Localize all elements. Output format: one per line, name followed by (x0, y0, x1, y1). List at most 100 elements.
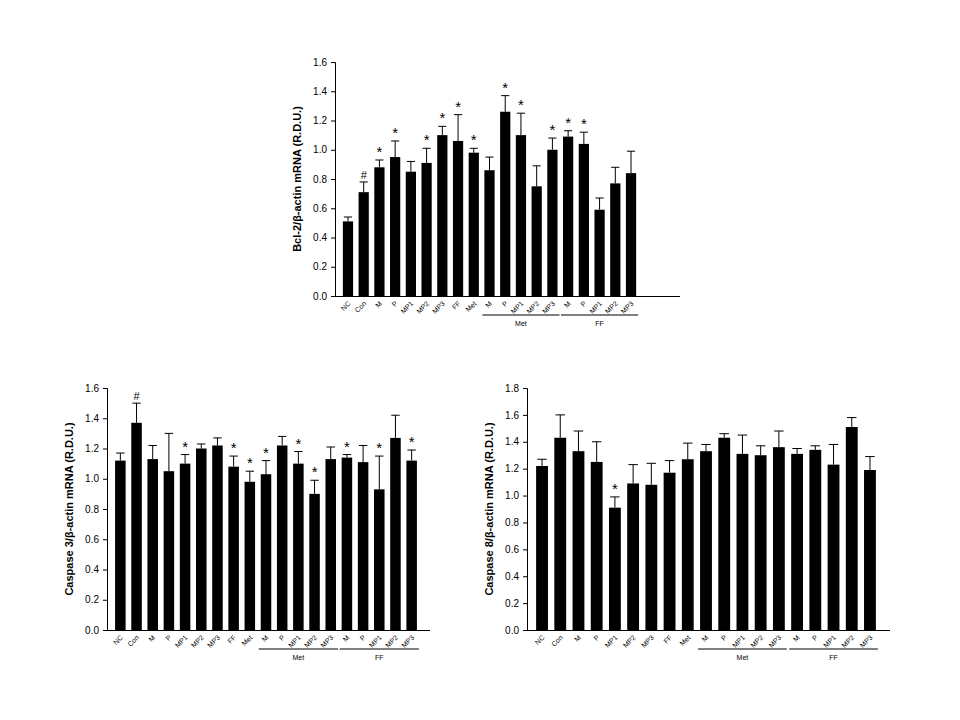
y-tick-label: 0.8 (85, 504, 99, 515)
y-tick-mark (103, 509, 107, 510)
error-bar-stem (583, 132, 584, 144)
y-tick-mark (523, 522, 527, 523)
bar (609, 508, 621, 630)
bar (325, 459, 336, 630)
error-bar-stem (596, 442, 597, 462)
error-bar-stem (760, 446, 761, 455)
error-bar-cap (116, 453, 124, 454)
error-bar (454, 115, 462, 141)
y-tick: 1.6 (85, 383, 107, 394)
error-bar-stem (233, 456, 234, 467)
x-tick: MP3 (859, 630, 874, 649)
x-tick-label: MP2 (604, 300, 619, 315)
x-tick-label: MP2 (840, 634, 855, 649)
bar (645, 485, 657, 630)
error-bar-cap (647, 463, 656, 464)
error-bar (610, 497, 619, 508)
significance-marker: * (565, 114, 571, 131)
x-tick-label: M (147, 634, 156, 643)
error-bar-stem (426, 148, 427, 163)
error-bar-stem (168, 433, 169, 471)
y-tick-label: 1.2 (313, 115, 327, 126)
error-bar (611, 167, 619, 183)
x-tick: FF (226, 630, 237, 645)
x-tick-label: M (573, 634, 582, 643)
y-tick-mark (103, 479, 107, 480)
y-tick: 0.8 (313, 174, 335, 185)
error-bar (423, 148, 431, 163)
x-tick: MP2 (840, 630, 855, 649)
x-tick: MP1 (588, 296, 603, 315)
x-tick-label: NC (112, 634, 124, 646)
x-tick-label: MP2 (384, 634, 399, 649)
x-tick: P (164, 630, 172, 642)
significance-marker: * (312, 463, 318, 480)
x-tick: Con (550, 630, 564, 648)
y-tick-mark (103, 630, 107, 631)
bar (563, 137, 573, 296)
x-tick: MP2 (525, 296, 540, 315)
bar (864, 470, 876, 630)
y-axis-title: Caspase 3/β-actin mRNA (R.D.U.) (63, 422, 75, 596)
y-tick-mark (523, 576, 527, 577)
x-tick: MP3 (767, 630, 782, 649)
error-bar-stem (136, 403, 137, 423)
significance-marker: # (361, 169, 368, 181)
error-bar (829, 444, 838, 464)
x-tick-label: MP3 (541, 300, 556, 315)
bar (437, 135, 447, 296)
x-tick: M (701, 630, 710, 643)
error-bar (116, 453, 124, 461)
x-tick-label: Con (550, 634, 564, 648)
y-tick-mark (523, 442, 527, 443)
x-tick: M (484, 296, 493, 309)
error-bar-cap (407, 161, 415, 162)
bar (245, 482, 256, 630)
chart: #***********0.00.20.40.60.81.01.21.41.6N… (291, 57, 680, 327)
x-axis: NCConMPMP1MP2MP3FFMetMPMP1MP2MP3MPMP1MP2… (528, 630, 886, 649)
error-bar (327, 447, 335, 459)
x-tick-label: MP2 (303, 634, 318, 649)
x-tick-label: MP2 (415, 300, 430, 315)
significance-marker: * (455, 98, 461, 115)
error-bar (501, 96, 509, 112)
error-bar-cap (537, 459, 546, 460)
error-bar-stem (473, 148, 474, 152)
error-bar (391, 415, 399, 438)
bar (196, 449, 207, 631)
error-bar-cap (391, 415, 399, 416)
error-bar-stem (152, 445, 153, 459)
x-tick: MP1 (603, 630, 618, 649)
x-tick-label: P (391, 300, 399, 308)
x-tick: M (563, 296, 572, 309)
error-bar-stem (458, 115, 459, 141)
y-tick-label: 1.0 (313, 144, 327, 155)
y-tick: 1.6 (313, 57, 335, 68)
error-bar (665, 461, 674, 473)
error-bar (197, 444, 205, 449)
bar (809, 450, 821, 630)
y-tick-mark (331, 208, 335, 209)
error-bar (719, 434, 728, 438)
error-bar-cap (359, 445, 367, 446)
bar (261, 474, 272, 630)
x-tick-label: MP2 (525, 300, 540, 315)
error-bar (438, 126, 446, 135)
x-tick-label: P (501, 300, 509, 308)
error-bar-stem (379, 160, 380, 167)
x-tick-label: Met (240, 634, 253, 647)
error-bar-stem (330, 447, 331, 459)
error-bar (165, 433, 173, 471)
group-line (482, 315, 559, 316)
error-bar-cap (738, 435, 747, 436)
y-tick: 0.8 (85, 504, 107, 515)
significance-marker: * (409, 433, 415, 450)
y-tick-label: 0.0 (85, 625, 99, 636)
x-tick: M (261, 630, 270, 643)
y-tick: 1.8 (505, 383, 527, 394)
bar (626, 173, 636, 296)
x-tick-label: NC (340, 300, 352, 312)
error-bar-cap (719, 433, 728, 434)
x-tick-label: MP1 (510, 300, 525, 315)
bar (755, 455, 767, 630)
